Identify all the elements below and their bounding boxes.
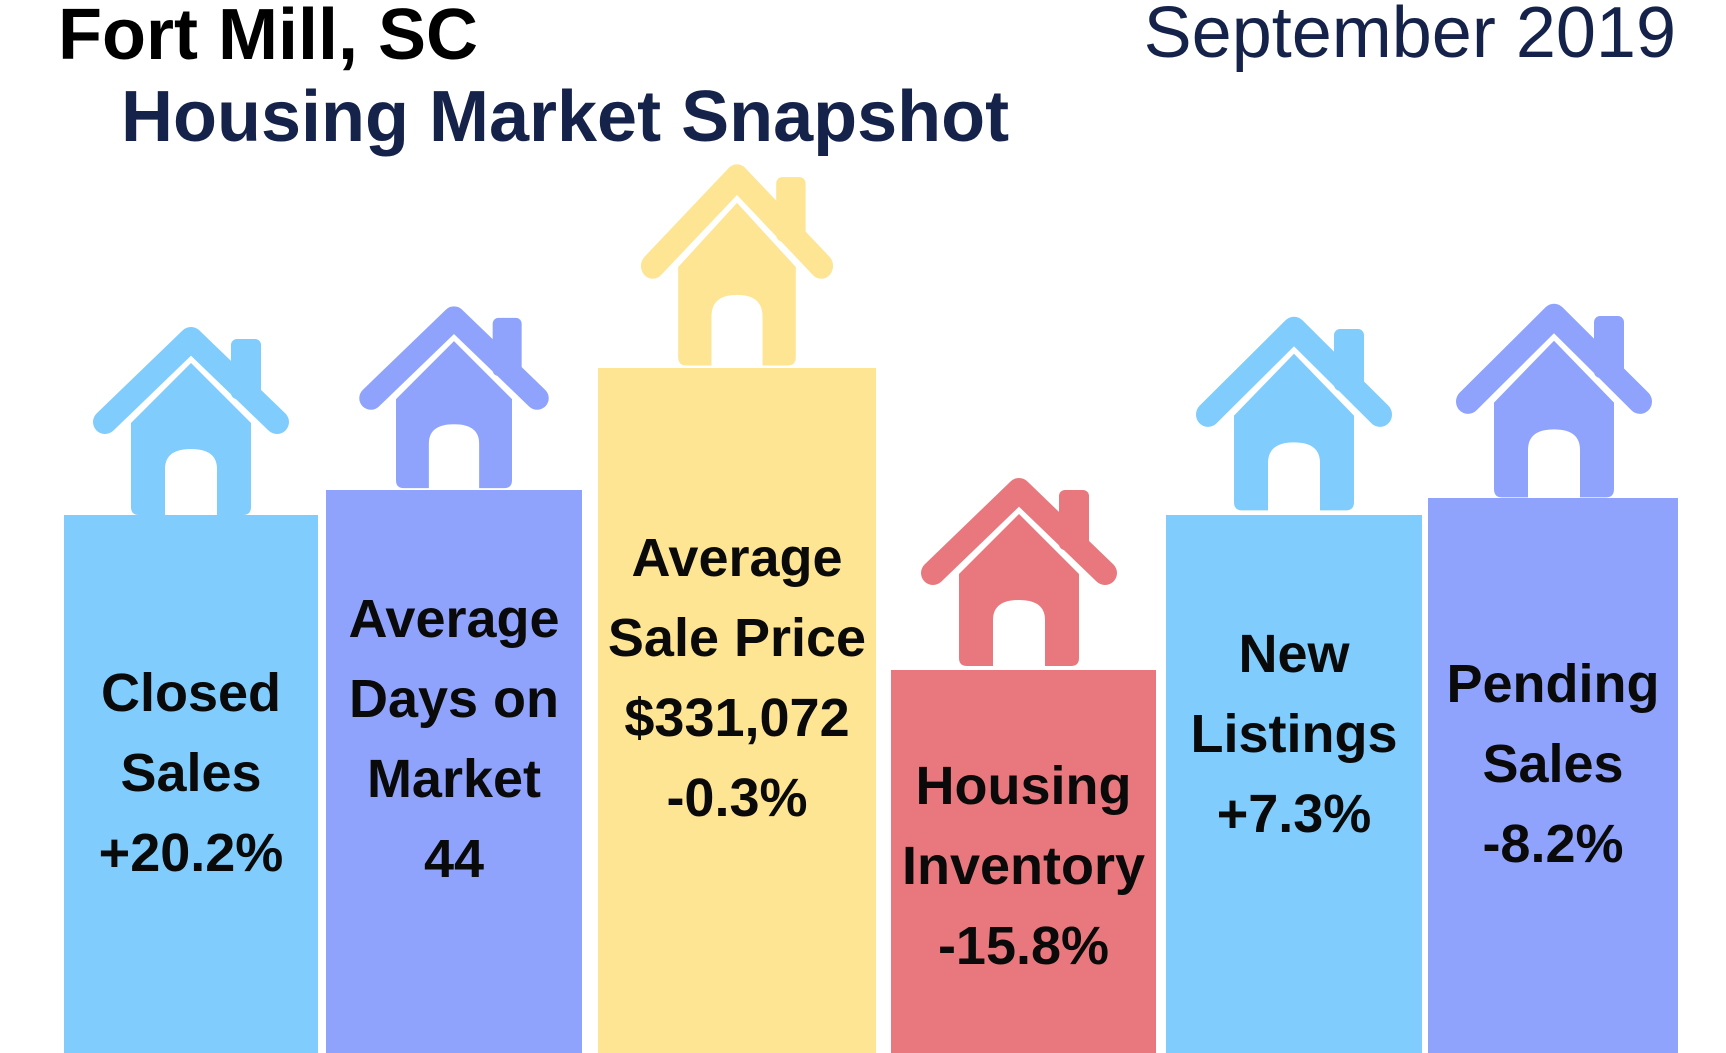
- average-sale-price-title-line-1: Average: [631, 528, 843, 588]
- average-sale-price-label: Average Sale Price $331,072 -0.3%: [586, 518, 888, 838]
- house-icon: [93, 327, 289, 515]
- housing-inventory-label: Housing Inventory -15.8%: [879, 746, 1168, 986]
- housing-inventory-title-line-1: Housing: [915, 756, 1132, 816]
- average-days-on-market-title-line-1: Average: [348, 589, 560, 649]
- pending-sales-title-line-1: Pending: [1446, 654, 1660, 714]
- average-days-on-market-title-line-3: Market: [366, 749, 542, 809]
- closed-sales-title-line-1: Closed: [100, 663, 282, 723]
- pending-sales-title-line-2: Sales: [1482, 734, 1624, 794]
- closed-sales-value: +20.2%: [98, 823, 284, 883]
- closed-sales-card: Closed Sales +20.2%: [64, 327, 318, 1053]
- new-listings-title-line-1: New: [1238, 624, 1350, 684]
- house-icon: [1456, 303, 1652, 498]
- average-days-on-market-card: Average Days on Market 44: [326, 306, 582, 1053]
- report-date: September 2019: [1143, 0, 1676, 73]
- house-icon: [1196, 316, 1392, 511]
- new-listings-bar: [1166, 515, 1422, 1053]
- average-sale-price-title-line-2: Sale Price: [607, 608, 867, 668]
- pending-sales-label: Pending Sales -8.2%: [1416, 644, 1690, 884]
- house-icon: [640, 164, 834, 366]
- average-days-on-market-value: 44: [423, 829, 485, 889]
- average-sale-price-value: $331,072: [624, 688, 850, 748]
- closed-sales-label: Closed Sales +20.2%: [52, 653, 330, 893]
- new-listings-title-line-2: Listings: [1190, 704, 1398, 764]
- new-listings-value: +7.3%: [1216, 784, 1372, 844]
- housing-inventory-value: -15.8%: [937, 916, 1110, 976]
- pending-sales-value: -8.2%: [1482, 814, 1624, 874]
- page-title: Fort Mill, SC: [58, 0, 478, 75]
- new-listings-card: New Listings +7.3%: [1166, 316, 1422, 1053]
- average-sale-price-card: Average Sale Price $331,072 -0.3%: [598, 164, 876, 1053]
- housing-inventory-title-line-2: Inventory: [901, 836, 1146, 896]
- average-sale-price-bar: [598, 368, 876, 1053]
- new-listings-label: New Listings +7.3%: [1154, 614, 1434, 854]
- pending-sales-card: Pending Sales -8.2%: [1428, 303, 1678, 1053]
- average-days-on-market-title-line-2: Days on: [348, 669, 560, 729]
- average-days-on-market-label: Average Days on Market 44: [314, 579, 594, 899]
- house-icon: [921, 478, 1117, 666]
- house-icon: [359, 306, 549, 489]
- closed-sales-title-line-2: Sales: [120, 743, 262, 803]
- housing-inventory-card: Housing Inventory -15.8%: [891, 478, 1156, 1053]
- page-subtitle: Housing Market Snapshot: [121, 77, 1010, 157]
- average-days-on-market-bar: [326, 490, 582, 1053]
- closed-sales-bar: [64, 515, 318, 1053]
- housing-inventory-bar: [891, 670, 1156, 1053]
- pending-sales-bar: [1428, 498, 1678, 1053]
- average-sale-price-change: -0.3%: [666, 768, 808, 828]
